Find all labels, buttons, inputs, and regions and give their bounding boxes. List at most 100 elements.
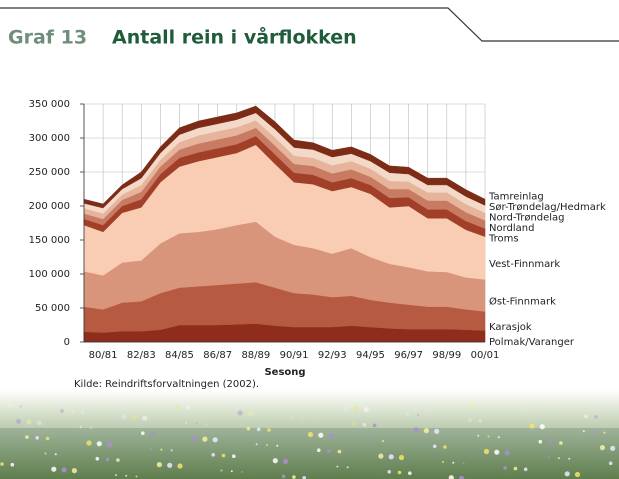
- flower: [599, 445, 606, 451]
- flower: [413, 427, 419, 433]
- flower: [79, 426, 82, 429]
- flower: [557, 457, 560, 460]
- flower: [564, 471, 570, 477]
- flower: [582, 430, 585, 433]
- flower: [186, 405, 191, 410]
- flower: [417, 413, 420, 416]
- flower: [388, 454, 394, 460]
- flower: [150, 447, 153, 450]
- flower: [267, 428, 271, 432]
- flower: [573, 413, 578, 418]
- flower: [256, 427, 261, 432]
- flower: [160, 448, 163, 451]
- flower: [307, 431, 314, 438]
- flower: [237, 410, 243, 416]
- flower: [44, 452, 47, 455]
- header-frame: [0, 7, 619, 42]
- flower: [241, 470, 244, 473]
- flower: [301, 417, 304, 420]
- flower: [281, 474, 286, 479]
- flower: [192, 435, 198, 441]
- legend-label: Troms: [488, 234, 519, 245]
- flower: [317, 448, 321, 453]
- flower: [462, 462, 465, 465]
- flower: [86, 440, 92, 446]
- legend-label: Nordland: [489, 223, 534, 234]
- y-tick-label: 250 000: [29, 167, 70, 178]
- flower: [603, 431, 606, 434]
- figure-label: Graf 13: [8, 27, 87, 49]
- flower: [0, 462, 4, 466]
- flower: [593, 430, 596, 433]
- flower: [469, 402, 475, 408]
- flower: [60, 409, 64, 413]
- flower: [246, 426, 251, 431]
- x-tick-label: 96/97: [394, 350, 423, 361]
- flower: [211, 453, 215, 457]
- flower: [523, 467, 528, 472]
- flower: [116, 458, 120, 462]
- flower: [346, 466, 349, 469]
- flower: [142, 415, 148, 421]
- flower: [529, 423, 535, 429]
- flower: [378, 453, 384, 459]
- flower: [114, 474, 117, 477]
- flower: [568, 457, 571, 460]
- y-tick-label: 150 000: [29, 235, 70, 246]
- x-tick-label: 98/99: [432, 350, 461, 361]
- flower: [302, 476, 306, 479]
- flower: [230, 470, 233, 473]
- background-fade: [0, 390, 619, 430]
- flower: [608, 461, 613, 466]
- flower: [95, 456, 100, 461]
- x-tick-label: 92/93: [318, 350, 347, 361]
- y-tick-label: 350 000: [29, 99, 70, 110]
- flower: [594, 415, 598, 419]
- flower: [311, 418, 314, 421]
- flower: [167, 462, 173, 468]
- flower: [423, 428, 429, 434]
- x-tick-label: 90/91: [280, 350, 309, 361]
- flower: [141, 431, 145, 436]
- flower: [503, 466, 507, 470]
- flower: [255, 443, 258, 446]
- flower: [10, 462, 15, 467]
- flower: [487, 435, 490, 438]
- flower: [125, 474, 128, 477]
- flower: [266, 444, 268, 446]
- flower: [19, 405, 22, 408]
- flower: [539, 424, 545, 430]
- flower: [513, 466, 518, 471]
- flower: [584, 414, 588, 419]
- legend-label: Nord-Trøndelag: [489, 213, 565, 224]
- flower: [272, 458, 278, 464]
- flower: [448, 475, 454, 479]
- flower: [477, 434, 480, 437]
- x-tick-label: 00/01: [471, 350, 500, 361]
- flower: [151, 432, 155, 436]
- x-tick-label: 94/95: [356, 350, 385, 361]
- flower: [548, 440, 553, 445]
- flower: [290, 417, 293, 420]
- flower: [283, 458, 289, 464]
- chart-title: Antall rein i vårflokken: [112, 25, 357, 49]
- flower: [221, 453, 226, 458]
- flower: [483, 448, 490, 455]
- flower: [559, 441, 563, 445]
- flower: [61, 467, 67, 473]
- flower: [96, 441, 102, 447]
- flower: [25, 435, 29, 439]
- flower: [328, 433, 334, 439]
- flower: [398, 454, 405, 461]
- flower: [363, 407, 369, 413]
- flower: [452, 461, 455, 464]
- flower: [177, 463, 183, 469]
- flower: [381, 440, 384, 443]
- y-tick-label: 200 000: [29, 201, 70, 212]
- flower: [478, 419, 483, 423]
- y-tick-label: 300 000: [29, 133, 70, 144]
- flower: [205, 423, 208, 426]
- flower: [45, 436, 50, 441]
